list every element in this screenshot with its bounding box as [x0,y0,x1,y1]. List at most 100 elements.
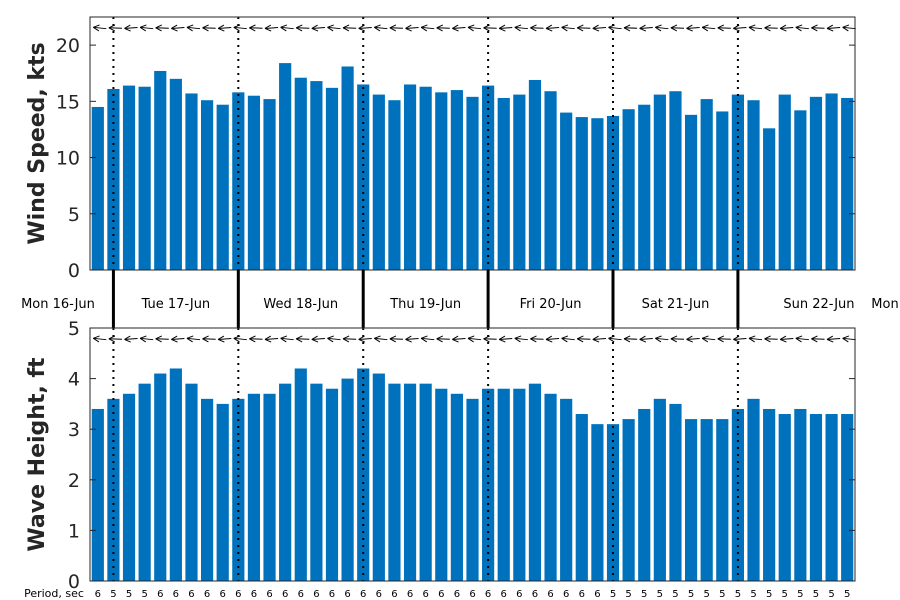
period-value: 6 [594,589,600,600]
wind-direction-arrow [795,24,809,32]
wave-direction-arrow [842,335,856,343]
wind-bar [653,94,666,270]
period-value: 6 [516,589,522,600]
period-value: 6 [282,589,288,600]
wave-direction-arrow [280,335,294,343]
wave-bar [403,383,417,581]
day-label: Thu 19-Jun [389,297,461,312]
wind-direction-arrow [608,24,622,32]
wave-bar [606,424,620,581]
wave-bar [560,398,573,581]
period-value: 5 [719,589,725,600]
wave-direction-arrow [436,335,450,343]
wave-bar [122,393,136,581]
wave-direction-arrow [108,335,122,343]
wind-ytick-label: 10 [56,148,80,170]
period-value: 6 [532,589,538,600]
wave-bar [154,373,167,581]
period-value: 5 [625,589,631,600]
wave-direction-arrow [264,335,279,343]
wind-bar [263,99,276,270]
wind-ytick-label: 20 [56,35,80,57]
day-label: Sun 22-Jun [783,297,854,312]
wind-bar [403,84,417,270]
wave-bar [372,373,385,581]
wind-direction-arrow [155,24,169,32]
period-value: 5 [766,589,772,600]
wave-bar [841,414,854,581]
wave-direction-arrow [623,335,638,343]
wave-bar [216,403,229,581]
wave-frame [89,327,856,582]
wave-direction-arrow [686,335,700,343]
wave-direction-arrow [295,335,310,343]
period-value: 6 [422,589,428,600]
wind-direction-arrow [108,24,122,32]
period-value: 6 [454,589,460,600]
period-value: 5 [110,589,116,600]
wind-bar [591,118,604,270]
period-value: 5 [688,589,694,600]
period-value: 6 [220,589,226,600]
period-value: 6 [313,589,319,600]
wind-direction-arrow [374,24,388,32]
period-value: 5 [703,589,709,600]
wind-bar [482,85,495,270]
wave-direction-arrow [374,335,388,343]
period-value: 5 [735,589,741,600]
period-value: 5 [641,589,647,600]
wind-direction-arrow [342,24,357,32]
period-value: 6 [563,589,569,600]
wave-direction-arrow [93,335,107,343]
wind-bar [544,91,557,271]
wind-bar [684,114,698,270]
wave-bar [591,424,604,581]
wave-ytick-label: 4 [68,369,80,391]
wave-direction-arrow [124,335,138,343]
period-row: Period, sec 6 5 5 5 6 6 6 6 6 6 6 6 6 6 6 6 6 6 6 6 6 6 6 6 6 6 6 6 6… [24,587,850,600]
wind-bar [841,97,854,271]
wave-direction-arrow [561,335,575,343]
wave-direction-arrow [717,335,731,343]
period-value: 5 [782,589,788,600]
wave-bar [528,383,542,581]
wind-direction-arrow [592,24,606,32]
day-label: Tue 17-Jun [141,297,211,312]
wave-bar [778,414,791,581]
period-value: 5 [657,589,663,600]
wave-direction-arrow [514,335,528,343]
wind-bar [466,96,479,270]
wave-bar [716,419,729,581]
wind-bar [325,87,339,270]
wind-ytick-label: 0 [68,260,80,282]
wave-ytick-label: 3 [68,419,80,441]
wind-direction-arrow [842,24,856,32]
period-value: 5 [610,589,616,600]
period-value: 5 [141,589,147,600]
wind-bar [294,77,307,270]
wave-bar [201,398,214,581]
wind-ytick-label: 5 [68,204,80,226]
wind-bar [310,81,323,270]
wave-direction-arrow [311,335,325,343]
wind-bar [638,104,651,271]
wave-direction-arrow [249,335,263,343]
wave-bar [497,388,510,581]
wave-direction-arrow [670,335,685,343]
period-value: 5 [672,589,678,600]
wind-bar [716,111,729,270]
wind-bar [341,66,354,270]
wave-bar [435,388,448,581]
wave-direction-arrow [498,335,513,343]
period-value: 6 [95,589,101,600]
wind-frame [89,16,856,271]
wave-bar [294,368,307,581]
wind-direction-arrow [311,24,325,32]
wind-direction-arrow [171,24,185,32]
wave-bar [825,414,838,581]
wind-direction-arrow [498,24,513,32]
wind-direction-arrow [514,24,528,32]
wind-bar [513,94,526,270]
period-value: 6 [173,589,179,600]
wave-direction-arrow [639,335,653,343]
